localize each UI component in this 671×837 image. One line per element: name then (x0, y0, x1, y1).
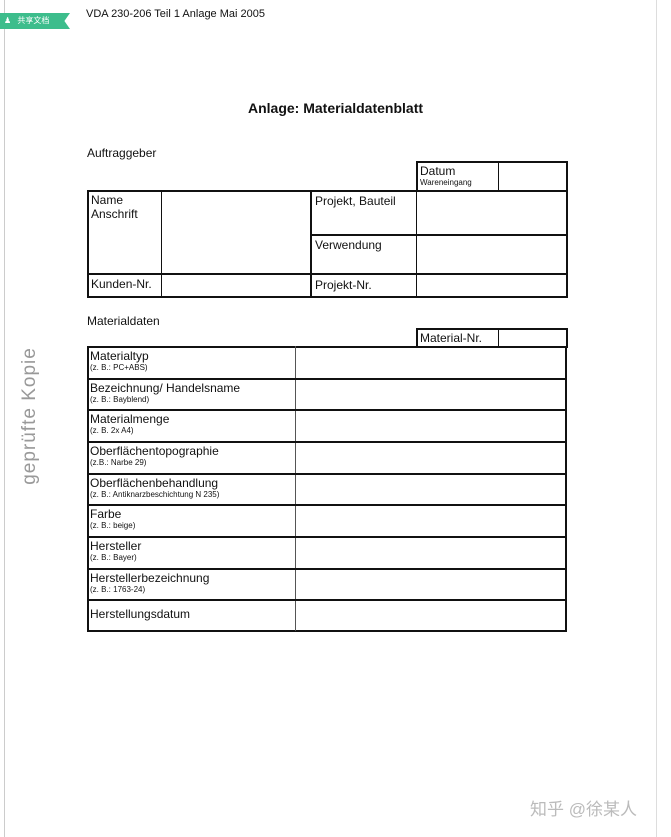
divider (87, 504, 566, 507)
divider (295, 346, 296, 631)
projekt-nr-field[interactable] (419, 276, 565, 295)
material-row-field[interactable] (298, 538, 564, 566)
projekt-bauteil-label: Projekt, Bauteil (315, 194, 396, 208)
material-row-field[interactable] (298, 475, 564, 503)
divider (416, 190, 417, 297)
material-row-label: Oberflächentopographie (z.B.: Narbe 29) (90, 444, 219, 467)
material-row-field[interactable] (298, 380, 564, 408)
materialdaten-table (87, 346, 567, 632)
divider (87, 472, 566, 475)
material-nr-field[interactable] (500, 330, 565, 346)
name-field[interactable] (164, 193, 308, 271)
divider (498, 161, 499, 191)
divider (87, 567, 566, 570)
page-edge-right (656, 0, 657, 837)
material-row-label: Bezeichnung/ Handelsname (z. B.: Bayblend… (90, 380, 241, 404)
divider (87, 273, 567, 275)
shared-doc-tag: ♟ 共享文档 (0, 13, 70, 29)
divider (498, 328, 499, 347)
page-title: Anlage: Materialdatenblatt (247, 100, 424, 116)
material-row-label: Herstellungsdatum (90, 607, 191, 622)
material-row-label: Oberflächenbehandlung (z. B.: Antiknarzbe… (90, 475, 220, 499)
datum-label: Datum Wareneingang (420, 164, 472, 187)
watermark: 知乎 @徐某人 (530, 800, 637, 819)
stamp-text: geprüfte Kopie (19, 347, 40, 485)
material-row-label: Hersteller (z. B.: Bayer) (90, 539, 142, 562)
auftraggeber-table (87, 190, 568, 298)
divider (310, 190, 312, 297)
divider (87, 441, 566, 443)
datum-field[interactable] (500, 163, 565, 189)
material-row-label: Herstellerbezeichnung (z. B.: 1763-24) (90, 570, 210, 594)
material-row-field[interactable] (298, 348, 564, 376)
section-materialdaten: Materialdaten (87, 314, 160, 328)
name-label: Name Anschrift (91, 193, 138, 221)
shared-doc-label: 共享文档 (17, 16, 50, 25)
material-row-field[interactable] (298, 443, 564, 471)
projekt-bauteil-field[interactable] (419, 193, 565, 232)
kunden-nr-label: Kunden-Nr. (91, 277, 152, 291)
divider (87, 377, 566, 380)
material-row-label: Materialtyp (z. B.: PC+ABS) (90, 349, 149, 372)
verwendung-field[interactable] (419, 237, 565, 271)
material-row-label: Materialmenge (z. B. 2x A4) (90, 412, 170, 436)
material-row-field[interactable] (298, 506, 564, 534)
user-icon: ♟ (4, 16, 12, 25)
material-nr-label: Material-Nr. (420, 331, 483, 345)
projekt-nr-label: Projekt-Nr. (315, 278, 372, 292)
document-header: VDA 230-206 Teil 1 Anlage Mai 2005 (86, 8, 265, 20)
material-row-field[interactable] (298, 601, 564, 629)
divider (310, 234, 567, 236)
material-row-field[interactable] (298, 570, 564, 598)
divider (161, 190, 162, 297)
divider (87, 536, 566, 538)
material-row-field[interactable] (298, 411, 564, 439)
kunden-nr-field[interactable] (164, 276, 308, 295)
page-edge-left (4, 0, 5, 837)
divider (87, 409, 566, 412)
section-auftraggeber: Auftraggeber (87, 146, 157, 160)
material-row-label: Farbe (z. B.: beige) (90, 507, 136, 531)
divider (87, 599, 566, 602)
verwendung-label: Verwendung (315, 238, 382, 252)
